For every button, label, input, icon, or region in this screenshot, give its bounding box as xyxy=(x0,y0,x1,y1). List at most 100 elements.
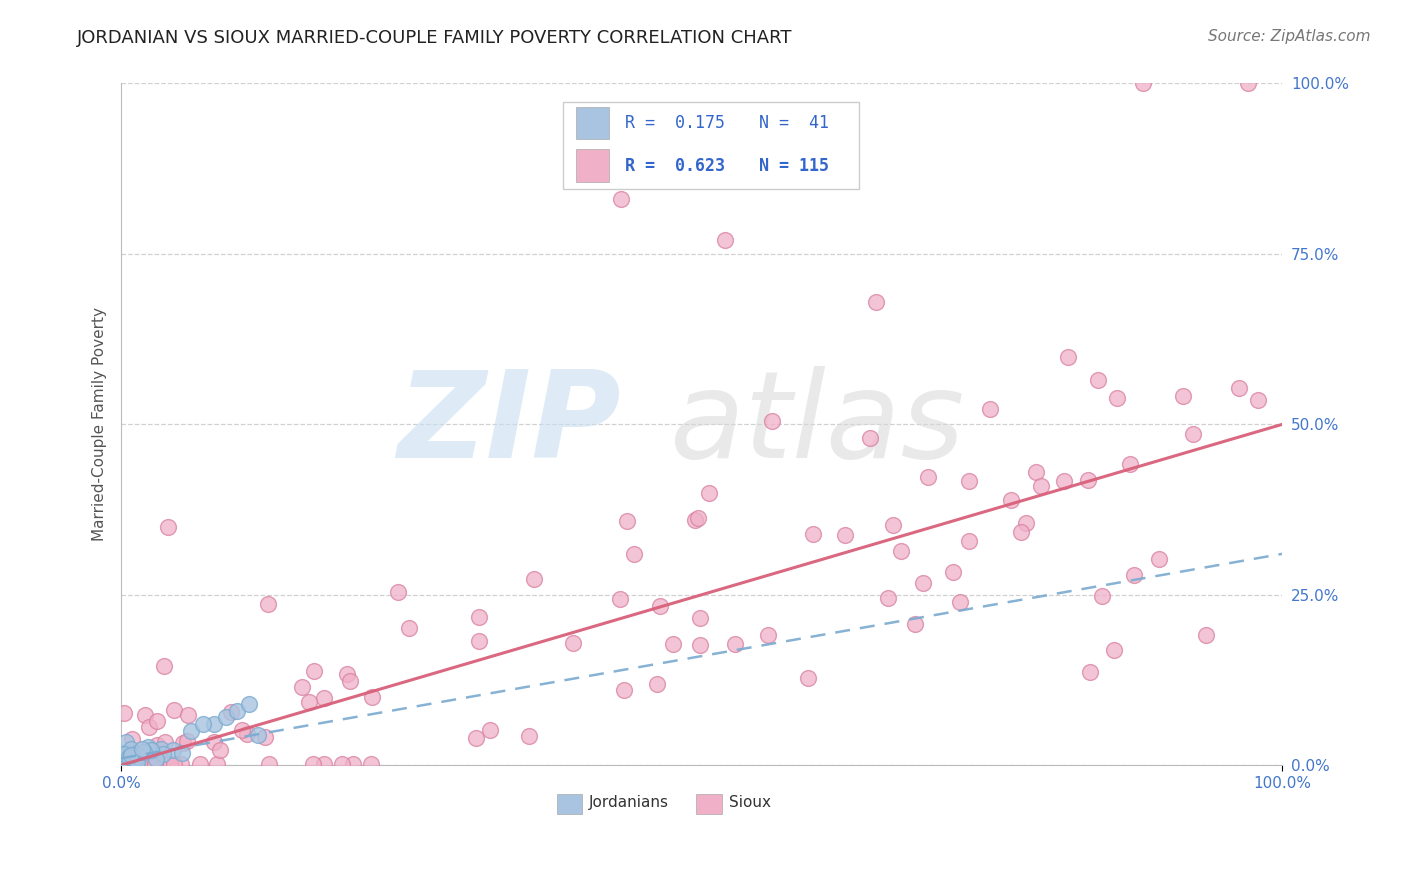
Point xyxy=(127,750,149,764)
Point xyxy=(180,724,202,739)
Point xyxy=(202,717,225,731)
FancyBboxPatch shape xyxy=(576,107,609,139)
Point xyxy=(882,518,904,533)
Point xyxy=(1102,643,1125,657)
Point xyxy=(468,609,491,624)
Point xyxy=(724,637,747,651)
Point xyxy=(215,710,238,724)
Point xyxy=(163,757,186,772)
Point xyxy=(153,659,176,673)
Text: Sioux: Sioux xyxy=(728,795,770,810)
Point xyxy=(314,691,336,706)
Point xyxy=(957,533,980,548)
Point xyxy=(162,743,184,757)
FancyBboxPatch shape xyxy=(576,149,609,182)
Point xyxy=(942,565,965,579)
Point xyxy=(342,757,364,772)
Point xyxy=(609,591,631,606)
Point xyxy=(257,597,280,611)
Point xyxy=(170,747,193,761)
Point xyxy=(111,757,134,772)
Point xyxy=(1000,493,1022,508)
Point xyxy=(1015,516,1038,530)
Point xyxy=(298,695,321,709)
Point xyxy=(134,708,156,723)
Point xyxy=(957,475,980,489)
Point xyxy=(1029,479,1052,493)
Point xyxy=(118,748,141,763)
Point xyxy=(688,511,710,525)
Point xyxy=(145,751,167,765)
Point xyxy=(131,741,153,756)
Text: ZIP: ZIP xyxy=(396,366,620,483)
Point xyxy=(912,575,935,590)
Text: Jordanians: Jordanians xyxy=(589,795,669,810)
Point xyxy=(163,703,186,717)
Point xyxy=(117,754,139,768)
Point xyxy=(1053,474,1076,488)
Point xyxy=(479,723,502,737)
Point xyxy=(177,708,200,723)
Point xyxy=(1147,551,1170,566)
Point xyxy=(118,752,141,766)
Point xyxy=(114,755,136,769)
Point xyxy=(136,739,159,754)
Point xyxy=(112,706,135,721)
FancyBboxPatch shape xyxy=(696,794,721,814)
Point xyxy=(917,470,939,484)
Point xyxy=(1078,665,1101,679)
Point xyxy=(127,755,149,769)
Text: N =  41: N = 41 xyxy=(759,114,828,132)
Point xyxy=(111,754,134,768)
Point xyxy=(117,753,139,767)
Text: R =  0.175: R = 0.175 xyxy=(626,114,725,132)
Point xyxy=(761,414,783,428)
Point xyxy=(865,294,887,309)
Point xyxy=(125,747,148,762)
Point xyxy=(238,697,260,711)
Point xyxy=(138,719,160,733)
Point xyxy=(111,757,134,772)
Point xyxy=(330,757,353,772)
Point xyxy=(111,752,134,766)
Y-axis label: Married-Couple Family Poverty: Married-Couple Family Poverty xyxy=(93,307,107,541)
Point xyxy=(1132,77,1154,91)
Point xyxy=(1171,389,1194,403)
Point xyxy=(188,757,211,772)
Point xyxy=(236,727,259,741)
Point xyxy=(523,572,546,586)
Point xyxy=(143,757,166,772)
Point xyxy=(149,742,172,756)
Point xyxy=(221,705,243,719)
Point xyxy=(156,519,179,533)
Point xyxy=(115,757,138,772)
Point xyxy=(683,513,706,527)
Text: atlas: atlas xyxy=(671,366,966,483)
Point xyxy=(159,757,181,772)
Point xyxy=(1122,567,1144,582)
Point xyxy=(834,528,856,542)
Point xyxy=(172,736,194,750)
Point xyxy=(1247,392,1270,407)
Point xyxy=(1025,465,1047,479)
Point xyxy=(115,734,138,748)
Point xyxy=(890,544,912,558)
Point xyxy=(253,730,276,744)
Point xyxy=(561,636,583,650)
Point xyxy=(152,747,174,762)
Point xyxy=(467,634,489,648)
Point xyxy=(859,431,882,445)
Point xyxy=(124,753,146,767)
Point xyxy=(650,599,672,613)
Point xyxy=(257,757,280,772)
Point xyxy=(159,757,181,772)
Point xyxy=(796,671,818,685)
Point xyxy=(124,754,146,768)
Point xyxy=(801,527,824,541)
Text: JORDANIAN VS SIOUX MARRIED-COUPLE FAMILY POVERTY CORRELATION CHART: JORDANIAN VS SIOUX MARRIED-COUPLE FAMILY… xyxy=(77,29,793,46)
FancyBboxPatch shape xyxy=(557,794,582,814)
Point xyxy=(170,757,193,772)
Point xyxy=(117,752,139,766)
Point xyxy=(112,755,135,769)
Point xyxy=(231,723,253,737)
